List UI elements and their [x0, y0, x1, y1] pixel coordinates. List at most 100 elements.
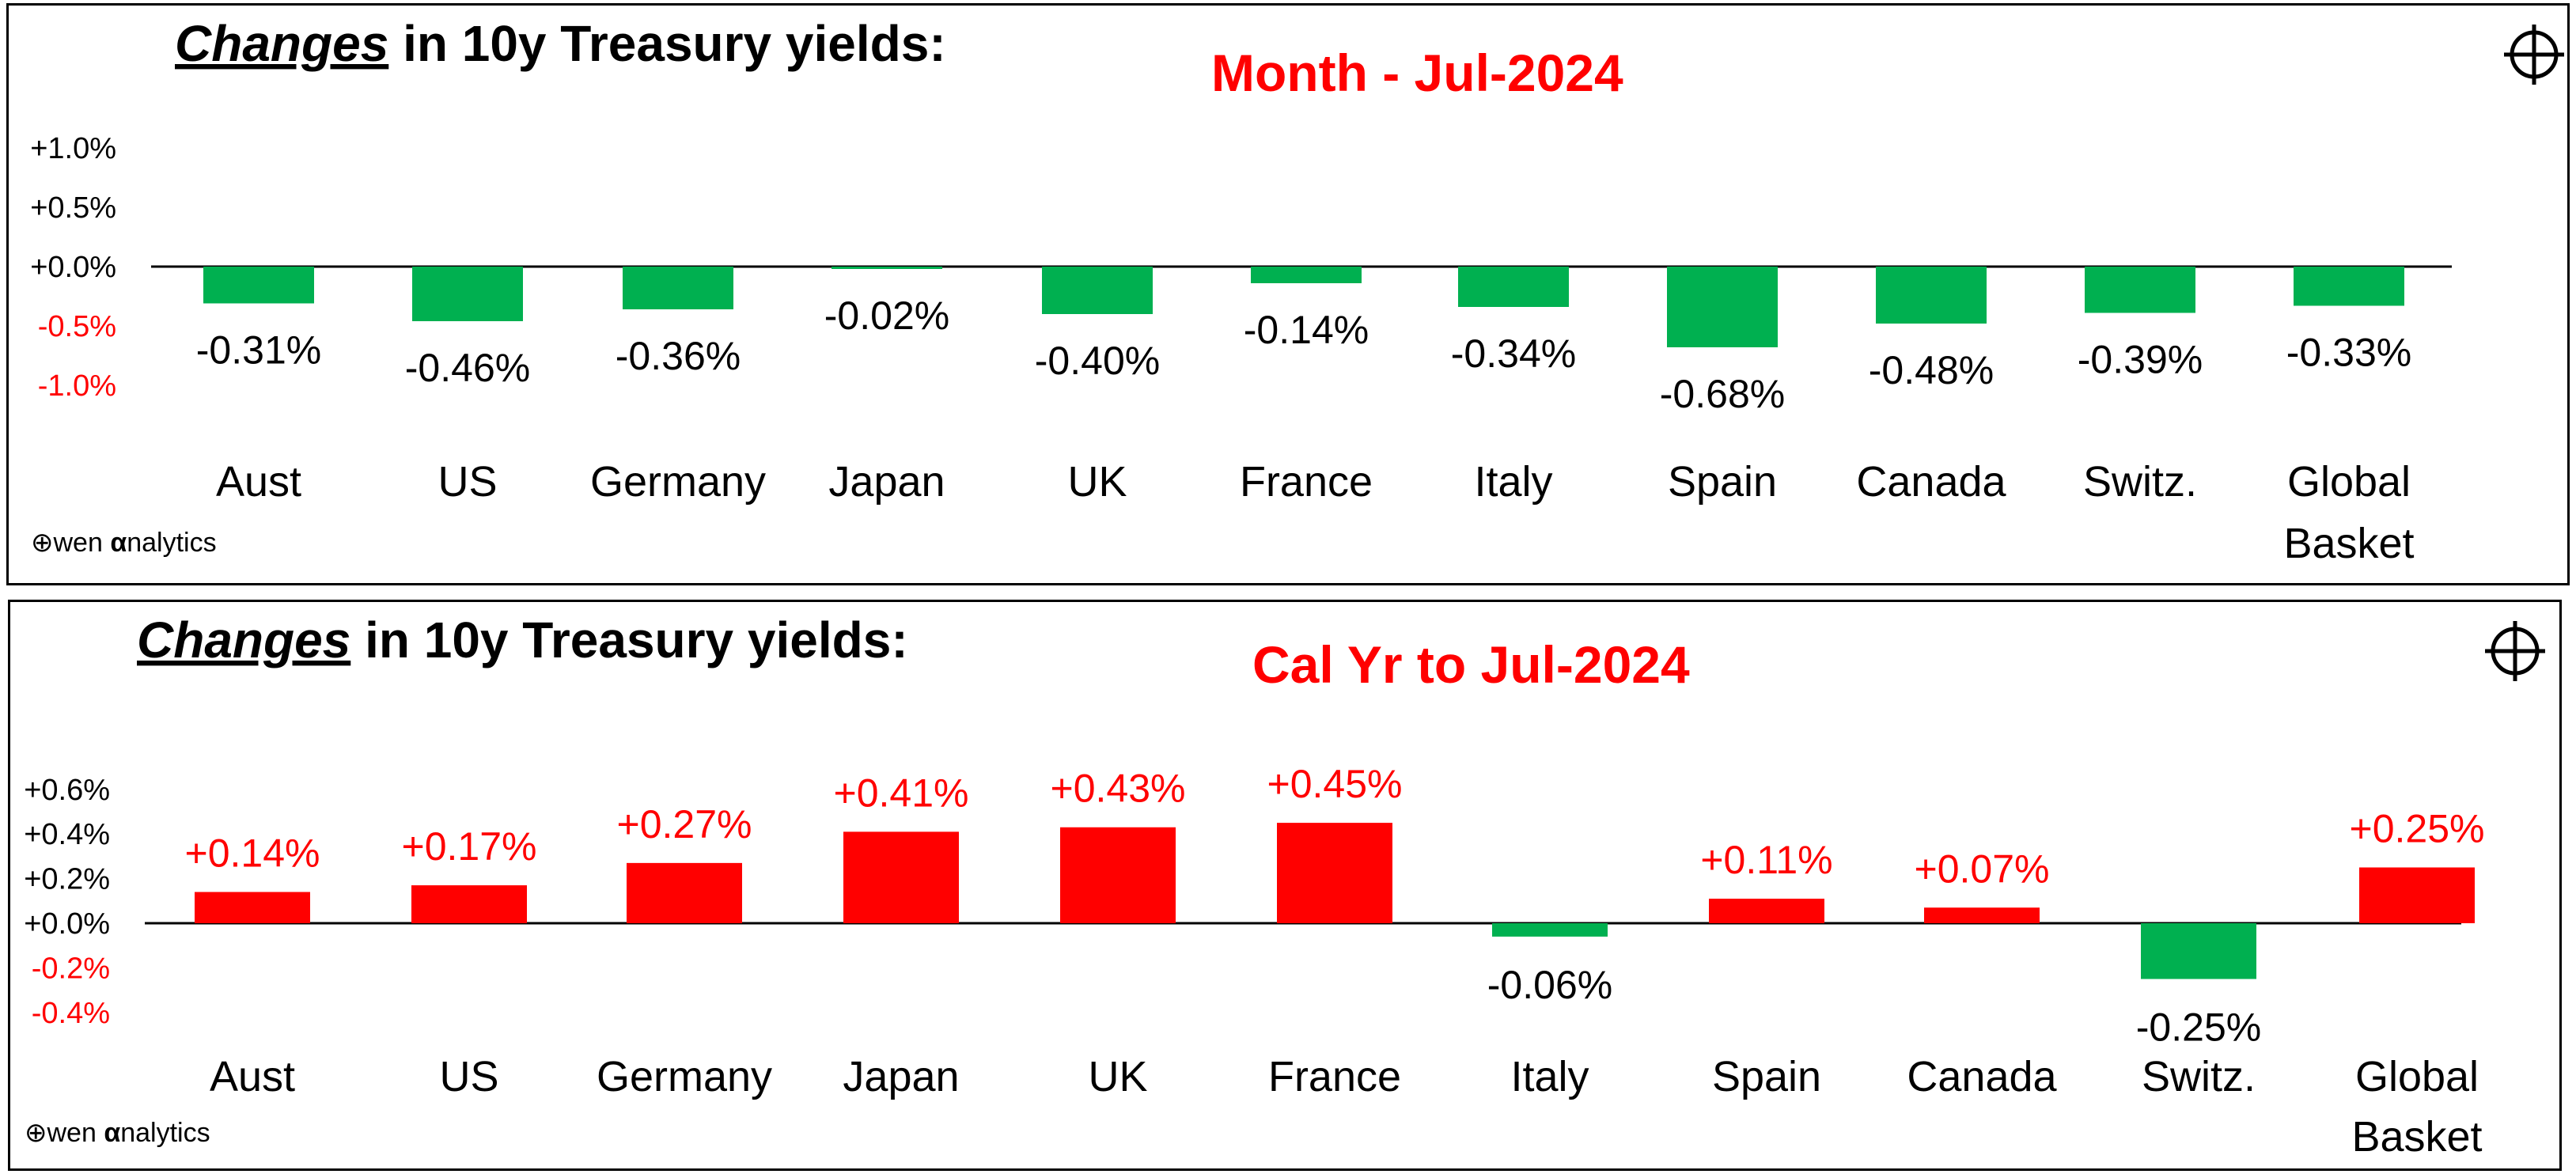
bar-canada	[1924, 907, 2040, 923]
data-label: -0.14%	[1244, 308, 1369, 352]
data-label: -0.36%	[616, 334, 741, 378]
chart-title-rest: in 10y Treasury yields:	[350, 612, 907, 668]
data-label: +0.43%	[1051, 767, 1186, 811]
data-label: +0.14%	[185, 831, 320, 876]
y-tick-label: -0.2%	[32, 952, 110, 985]
bar-japan	[843, 831, 959, 923]
category-label-line2: Basket	[2283, 520, 2414, 567]
category-label: Spain	[1712, 1053, 1821, 1100]
y-tick-label: +0.0%	[24, 907, 110, 941]
monthly-chart-svg: Changes in 10y Treasury yields: Month - J…	[30, 15, 2564, 567]
data-label: +0.27%	[617, 802, 752, 846]
brand-part: ⊕	[31, 528, 54, 558]
category-label: France	[1240, 458, 1373, 506]
category-label: Switz.	[2142, 1053, 2256, 1100]
category-label: Global	[2355, 1053, 2479, 1100]
bar-france	[1277, 823, 1392, 923]
brand-part: ⊕	[25, 1118, 47, 1148]
category-label: Japan	[828, 458, 945, 506]
category-label-line2: Basket	[2351, 1113, 2482, 1161]
ytd-chart-panel: Changes in 10y Treasury yields: Cal Yr to…	[8, 600, 2562, 1171]
data-label: -0.02%	[824, 294, 949, 338]
data-label: -0.39%	[2078, 338, 2203, 382]
category-label: Canada	[1907, 1053, 2057, 1100]
data-label: -0.33%	[2286, 331, 2411, 375]
category-label: Japan	[843, 1053, 959, 1100]
category-label: UK	[1088, 1053, 1147, 1100]
chart-title: Changes in 10y Treasury yields:	[175, 15, 946, 72]
category-label: US	[439, 1053, 498, 1100]
data-label: -0.25%	[2136, 1005, 2261, 1050]
category-label: Global	[2287, 458, 2411, 506]
bar-aust	[195, 892, 310, 923]
data-label: -0.40%	[1035, 339, 1160, 383]
ytd-chart-svg: Changes in 10y Treasury yields: Cal Yr to…	[24, 612, 2545, 1161]
brand-part: α	[110, 528, 127, 558]
y-tick-label: +0.5%	[30, 191, 116, 225]
y-tick-label: +0.4%	[24, 818, 110, 851]
bar-switz-	[2141, 923, 2256, 979]
data-label: +0.11%	[1700, 838, 1832, 882]
bar-italy	[1458, 267, 1569, 307]
y-tick-label: -0.5%	[38, 310, 116, 343]
brand-logo-text: ⊕wen αnalytics	[25, 1118, 210, 1148]
chart-subtitle: Cal Yr to Jul-2024	[1252, 635, 1690, 694]
chart-title: Changes in 10y Treasury yields:	[137, 612, 908, 668]
brand-part: α	[104, 1118, 120, 1148]
y-tick-label: -0.4%	[32, 997, 110, 1030]
bar-germany	[627, 862, 742, 923]
data-label: +0.45%	[1267, 762, 1403, 806]
y-tick-label: +0.2%	[24, 863, 110, 896]
chart-subtitle: Month - Jul-2024	[1211, 44, 1623, 102]
data-label: -0.34%	[1451, 331, 1576, 376]
data-label: -0.68%	[1660, 372, 1785, 416]
category-label: France	[1268, 1053, 1401, 1100]
category-label: Spain	[1668, 458, 1777, 506]
category-label: Germany	[590, 458, 766, 506]
category-label: Aust	[210, 1053, 295, 1100]
data-label: +0.25%	[2350, 807, 2485, 851]
bar-aust	[203, 267, 314, 304]
brand-part: nalytics	[127, 528, 216, 558]
bar-uk	[1060, 827, 1176, 923]
data-label: +0.17%	[402, 824, 537, 869]
monthly-chart-panel: Changes in 10y Treasury yields: Month - J…	[6, 3, 2570, 585]
category-label: Canada	[1856, 458, 2006, 506]
category-label: US	[438, 458, 497, 506]
y-tick-label: -1.0%	[38, 369, 116, 403]
bar-canada	[1876, 267, 1987, 324]
bar-germany	[623, 267, 733, 309]
bar-us	[411, 885, 527, 923]
chart-title-rest: in 10y Treasury yields:	[388, 15, 945, 72]
y-tick-label: +1.0%	[30, 132, 116, 165]
bar-us	[412, 267, 523, 321]
data-label: -0.31%	[196, 328, 321, 373]
data-label: +0.07%	[1915, 846, 2050, 891]
data-label: +0.41%	[834, 771, 969, 815]
bar-switz-	[2085, 267, 2195, 313]
data-label: -0.46%	[405, 346, 530, 390]
bar-global-basket	[2359, 867, 2475, 923]
bar-spain	[1709, 898, 1824, 923]
bar-spain	[1667, 267, 1778, 347]
category-label: Germany	[597, 1053, 772, 1100]
bar-france	[1251, 267, 1362, 283]
bar-uk	[1042, 267, 1153, 314]
bar-japan	[832, 267, 942, 269]
data-label: -0.06%	[1487, 963, 1612, 1007]
category-label: UK	[1067, 458, 1127, 506]
brand-part: wen	[53, 528, 111, 558]
category-label: Switz.	[2083, 458, 2197, 506]
category-label: Italy	[1510, 1053, 1589, 1100]
chart-title-emphasis: Changes	[175, 15, 388, 72]
data-label: -0.48%	[1869, 348, 1994, 392]
bar-global-basket	[2294, 267, 2404, 306]
brand-logo-text: ⊕wen αnalytics	[31, 528, 217, 558]
category-label: Aust	[216, 458, 301, 506]
bar-italy	[1492, 923, 1608, 937]
y-tick-label: +0.6%	[24, 774, 110, 807]
chart-title-emphasis: Changes	[137, 612, 350, 668]
brand-part: wen	[47, 1118, 104, 1148]
category-label: Italy	[1474, 458, 1552, 506]
y-tick-label: +0.0%	[30, 251, 116, 284]
